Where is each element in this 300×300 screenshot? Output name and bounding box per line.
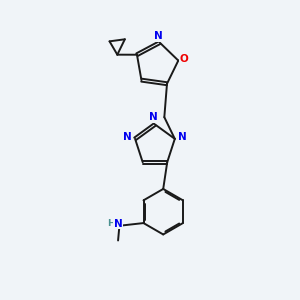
Text: N: N bbox=[149, 112, 158, 122]
Text: H: H bbox=[107, 219, 115, 228]
Text: N: N bbox=[178, 132, 187, 142]
Text: N: N bbox=[154, 31, 163, 41]
Text: N: N bbox=[114, 219, 122, 229]
Text: N: N bbox=[123, 133, 132, 142]
Text: O: O bbox=[180, 54, 189, 64]
